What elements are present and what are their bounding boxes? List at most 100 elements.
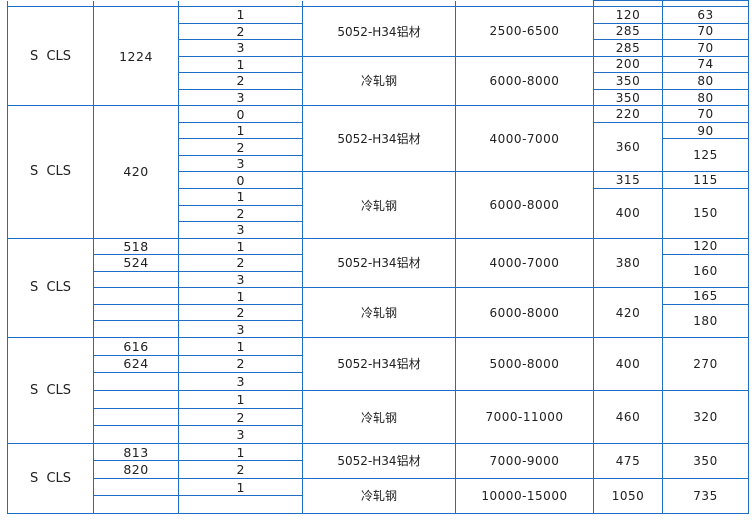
value-a-cell: 360 xyxy=(593,121,663,173)
range-cell: 4000-7000 xyxy=(455,105,594,173)
value-b-cell: 735 xyxy=(662,477,749,514)
level-cell: 1 xyxy=(178,336,303,356)
model-cell: 1224 xyxy=(93,5,179,107)
value-b-cell: 80 xyxy=(662,88,749,107)
material-cell: 冷轧钢 xyxy=(302,389,456,445)
table-row: 1 冷轧钢 6000-8000 420 165 xyxy=(8,287,749,338)
value-b-cell: 150 xyxy=(662,188,749,239)
level-cell: 3 xyxy=(178,270,303,289)
value-b-cell: 350 xyxy=(662,443,749,479)
table-row: 1 360 90 xyxy=(8,121,749,173)
level-cell: 2 xyxy=(178,407,303,427)
material-cell: 5052-H34铝材 xyxy=(302,6,456,57)
model-cell: 813 xyxy=(93,443,179,462)
table-row: 1 冷轧钢 6000-8000 200 74 xyxy=(8,55,749,107)
value-b-cell: 70 xyxy=(662,105,749,123)
level-cell: 1 xyxy=(178,121,303,140)
table-row: 524 2 160 xyxy=(8,254,749,289)
range-cell: 7000-9000 xyxy=(455,443,594,479)
value-b-cell: 160 xyxy=(662,254,749,289)
range-cell: 4000-7000 xyxy=(455,237,594,289)
level-cell: 3 xyxy=(178,221,303,239)
value-b-cell: 270 xyxy=(662,336,749,392)
value-a-cell: 200 xyxy=(593,55,663,74)
range-cell: 2500-6500 xyxy=(455,6,594,57)
table-row: S CLS 420 0 5052-H34铝材 4000-7000 220 70 xyxy=(7,105,749,239)
table-row: 624 2 xyxy=(8,354,749,374)
value-b-cell: 165 xyxy=(662,287,749,305)
material-cell: 冷轧钢 xyxy=(302,171,456,239)
level-cell: 2 xyxy=(178,303,303,322)
level-cell: 1 xyxy=(178,6,303,24)
series-cell: S CLS xyxy=(7,443,94,514)
value-b-cell: 74 xyxy=(662,55,749,74)
level-cell: 2 xyxy=(178,460,303,479)
series-cell: S CLS xyxy=(7,5,94,107)
material-cell: 5052-H34铝材 xyxy=(302,443,456,479)
level-cell: 2 xyxy=(178,254,303,272)
level-cell: 1 xyxy=(178,237,303,256)
series-cell: S CLS xyxy=(7,105,94,239)
material-cell: 5052-H34铝材 xyxy=(302,105,456,173)
range-cell: 6000-8000 xyxy=(455,55,594,107)
model-cell: 518 xyxy=(93,237,179,256)
value-b-cell: 90 xyxy=(662,121,749,140)
value-b-cell: 63 xyxy=(662,6,749,24)
model-cell: 420 xyxy=(93,105,179,239)
table-row: S CLS 518 1 5052-H34铝材 4000-7000 380 120 xyxy=(7,237,749,338)
table-row xyxy=(7,0,749,7)
model-cell xyxy=(93,270,179,289)
model-cell xyxy=(93,495,179,514)
level-cell: 1 xyxy=(178,390,303,409)
level-cell: 1 xyxy=(178,477,303,497)
value-b-cell: 125 xyxy=(662,138,749,173)
table-row: 1 冷轧钢 10000-15000 1050 735 xyxy=(8,477,749,514)
material-cell: 5052-H34铝材 xyxy=(302,336,456,392)
material-cell: 冷轧钢 xyxy=(302,287,456,338)
value-b-cell: 70 xyxy=(662,22,749,41)
model-cell xyxy=(93,407,179,427)
table-row: S CLS 813 1 5052-H34铝材 7000-9000 475 350 xyxy=(7,443,749,514)
level-cell: 1 xyxy=(178,188,303,206)
table-row xyxy=(8,495,749,514)
table-row: S CLS 616 1 5052-H34铝材 5000-8000 400 270 xyxy=(7,336,749,445)
value-a-cell: 350 xyxy=(593,88,663,107)
model-cell xyxy=(93,303,179,322)
value-a-cell: 475 xyxy=(593,443,663,479)
spec-table: S CLS 1224 1 5052-H34铝材 2500-6500 120 63… xyxy=(7,0,749,514)
model-cell xyxy=(93,287,179,305)
spec-table-container: S CLS 1224 1 5052-H34铝材 2500-6500 120 63… xyxy=(7,0,749,514)
range-cell: 6000-8000 xyxy=(455,171,594,239)
value-a-cell: 315 xyxy=(593,171,663,190)
level-cell: 3 xyxy=(178,425,303,445)
level-cell: 2 xyxy=(178,354,303,374)
model-cell xyxy=(93,320,179,338)
table-row: 3 xyxy=(8,372,749,391)
table-row: S CLS 1224 1 5052-H34铝材 2500-6500 120 63 xyxy=(7,5,749,107)
value-a-cell: 285 xyxy=(593,39,663,57)
model-cell xyxy=(93,390,179,409)
table-row: 2 125 xyxy=(8,138,749,173)
value-a-cell: 350 xyxy=(593,72,663,90)
table-row: 1 冷轧钢 7000-11000 460 320 xyxy=(8,389,749,445)
table-row: 3 285 70 xyxy=(8,39,749,57)
level-cell: 3 xyxy=(178,154,303,173)
model-cell xyxy=(93,372,179,391)
value-a-cell: 380 xyxy=(593,237,663,289)
material-cell: 冷轧钢 xyxy=(302,55,456,107)
model-cell xyxy=(93,477,179,497)
value-a-cell: 420 xyxy=(593,287,663,338)
value-b-cell: 320 xyxy=(662,389,749,445)
value-b-cell: 180 xyxy=(662,303,749,338)
model-cell: 616 xyxy=(93,336,179,356)
series-cell: S CLS xyxy=(7,237,94,338)
level-cell xyxy=(178,495,303,514)
material-cell: 5052-H34铝材 xyxy=(302,237,456,289)
value-a-cell: 285 xyxy=(593,22,663,41)
range-cell: 7000-11000 xyxy=(455,389,594,445)
value-a-cell: 460 xyxy=(593,389,663,445)
level-cell: 3 xyxy=(178,372,303,391)
level-cell: 1 xyxy=(178,443,303,462)
level-cell: 3 xyxy=(178,88,303,107)
value-a-cell: 400 xyxy=(593,188,663,239)
